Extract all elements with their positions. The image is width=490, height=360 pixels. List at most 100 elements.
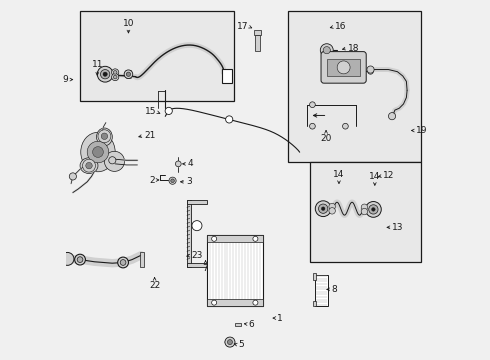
Circle shape	[329, 208, 335, 214]
Text: 5: 5	[239, 341, 245, 350]
Bar	[310, 162, 421, 262]
Bar	[187, 201, 191, 267]
Circle shape	[343, 123, 348, 129]
Text: 17: 17	[237, 22, 248, 31]
Circle shape	[310, 102, 315, 108]
Bar	[254, 31, 261, 35]
Circle shape	[69, 173, 76, 180]
Circle shape	[212, 236, 217, 241]
Circle shape	[337, 61, 350, 74]
Text: 11: 11	[92, 60, 103, 69]
Bar	[187, 201, 207, 204]
Circle shape	[120, 260, 126, 265]
Text: 12: 12	[383, 171, 395, 180]
Circle shape	[118, 257, 128, 268]
Circle shape	[321, 207, 325, 211]
Bar	[221, 69, 232, 83]
Circle shape	[82, 159, 96, 172]
Text: 1: 1	[277, 314, 283, 323]
Ellipse shape	[81, 132, 115, 172]
Text: 14: 14	[369, 172, 381, 181]
Ellipse shape	[80, 158, 98, 174]
Circle shape	[315, 201, 331, 217]
Circle shape	[212, 300, 217, 305]
Circle shape	[93, 147, 103, 157]
Bar	[80, 12, 234, 101]
Circle shape	[253, 300, 258, 305]
Circle shape	[225, 337, 235, 347]
Text: 13: 13	[392, 223, 404, 232]
Text: 15: 15	[145, 107, 156, 116]
Text: 20: 20	[320, 134, 332, 143]
Bar	[313, 301, 317, 306]
Text: 8: 8	[332, 285, 338, 294]
Text: 23: 23	[191, 251, 202, 260]
Circle shape	[361, 204, 368, 211]
Circle shape	[103, 72, 107, 76]
Circle shape	[175, 161, 181, 167]
Ellipse shape	[104, 151, 124, 171]
Circle shape	[165, 107, 172, 114]
Bar	[207, 299, 263, 306]
Bar	[288, 12, 421, 162]
Circle shape	[113, 71, 117, 74]
Circle shape	[171, 179, 174, 183]
Circle shape	[113, 75, 117, 79]
Circle shape	[169, 177, 176, 184]
Circle shape	[87, 141, 109, 163]
Bar	[207, 235, 263, 242]
Text: 14: 14	[333, 170, 344, 179]
Text: 2: 2	[149, 176, 155, 185]
Bar	[313, 273, 317, 280]
FancyBboxPatch shape	[321, 51, 366, 83]
Circle shape	[368, 68, 373, 74]
Circle shape	[100, 69, 110, 79]
Circle shape	[61, 252, 74, 265]
Text: 6: 6	[248, 320, 254, 329]
Circle shape	[192, 221, 202, 231]
Bar	[140, 252, 144, 267]
Circle shape	[86, 162, 92, 169]
Text: 9: 9	[63, 75, 69, 84]
Circle shape	[74, 254, 85, 265]
Text: 22: 22	[149, 281, 160, 290]
Circle shape	[77, 257, 83, 262]
Circle shape	[98, 130, 111, 143]
Circle shape	[361, 208, 368, 215]
Bar	[255, 35, 260, 51]
Circle shape	[112, 69, 119, 76]
Circle shape	[225, 116, 233, 123]
Bar	[187, 263, 207, 267]
Circle shape	[368, 205, 378, 214]
Circle shape	[126, 72, 131, 76]
Circle shape	[366, 202, 381, 217]
Circle shape	[227, 339, 232, 345]
Circle shape	[101, 133, 108, 139]
Text: 4: 4	[188, 159, 193, 168]
Text: 3: 3	[186, 177, 192, 186]
Text: 7: 7	[203, 264, 208, 273]
Text: 19: 19	[416, 126, 427, 135]
Circle shape	[389, 113, 395, 120]
Text: 21: 21	[144, 131, 155, 140]
Circle shape	[318, 204, 328, 213]
Circle shape	[320, 44, 333, 57]
Bar	[235, 323, 241, 326]
Bar	[207, 235, 263, 306]
Circle shape	[310, 123, 315, 129]
Text: 10: 10	[122, 19, 134, 28]
Bar	[327, 59, 360, 76]
Bar	[315, 275, 328, 306]
Ellipse shape	[97, 128, 112, 146]
Text: 16: 16	[335, 22, 346, 31]
Circle shape	[371, 208, 375, 211]
Circle shape	[97, 66, 113, 82]
Circle shape	[124, 70, 133, 78]
Circle shape	[253, 236, 258, 241]
Text: 18: 18	[347, 44, 359, 53]
Circle shape	[109, 157, 116, 164]
Circle shape	[112, 73, 119, 81]
Circle shape	[367, 66, 374, 73]
Circle shape	[329, 203, 335, 210]
Circle shape	[323, 46, 330, 54]
